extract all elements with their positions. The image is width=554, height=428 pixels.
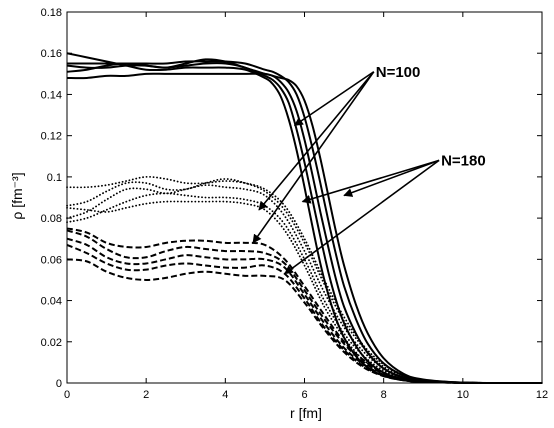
series-layer — [66, 52, 543, 385]
series-line-dotted-6 — [66, 175, 543, 384]
series-line-dotted-8 — [66, 184, 543, 384]
x-tick-label: 8 — [381, 389, 387, 401]
series-line-dashed-12 — [66, 229, 543, 385]
x-tick-label: 10 — [457, 389, 469, 401]
series-line-solid-4 — [66, 60, 543, 385]
y-tick-label: 0.02 — [41, 337, 62, 349]
x-tick-label: 12 — [536, 389, 548, 401]
annotation-label-2: N=180 — [441, 152, 486, 169]
x-tick-label: 2 — [143, 389, 149, 401]
series-line-solid-3 — [66, 58, 543, 385]
y-tick-label: 0.06 — [41, 254, 62, 266]
y-tick-label: 0.04 — [41, 296, 62, 308]
y-tick-label: 0.12 — [41, 131, 62, 143]
y-tick-label: 0.1 — [47, 172, 62, 184]
series-line-dotted-10 — [66, 200, 543, 384]
y-tick-label: 0.08 — [41, 213, 62, 225]
annotation-arrow-2-3 — [283, 159, 440, 275]
y-tick-label: 0.16 — [41, 48, 62, 60]
annotation-arrow-1-3 — [252, 71, 375, 244]
annotation-arrow-2-2 — [301, 159, 440, 204]
y-tick-label: 0.14 — [41, 89, 62, 101]
series-line-solid-2 — [66, 62, 543, 385]
y-tick-label: 0.18 — [41, 7, 62, 19]
annotation-arrow-2-1 — [343, 159, 440, 197]
x-tick-label: 4 — [222, 389, 228, 401]
x-axis-label: r [fm] — [290, 405, 322, 421]
series-line-dotted-9 — [66, 192, 543, 384]
annotation-label-1: N=100 — [376, 64, 421, 81]
y-tick-label: 0 — [56, 378, 62, 390]
annotation-arrow-1-2 — [258, 71, 375, 211]
tick-layer: 0 2 4 6 8 10 12 0 0.02 0.04 0.06 0.08 0.1 0.12 0.14 0.1… — [41, 7, 549, 401]
series-line-dashed-15 — [66, 258, 543, 385]
series-line-dashed-13 — [66, 237, 543, 385]
annotation-arrow-1-1 — [293, 71, 375, 127]
y-axis-label: ρ [fm⁻³] — [9, 172, 25, 219]
series-line-solid-5 — [66, 72, 543, 385]
x-tick-label: 6 — [301, 389, 307, 401]
annotation-layer: N=100 N=180 — [252, 64, 486, 275]
x-tick-label: 0 — [64, 389, 70, 401]
series-line-dotted-7 — [66, 178, 543, 384]
